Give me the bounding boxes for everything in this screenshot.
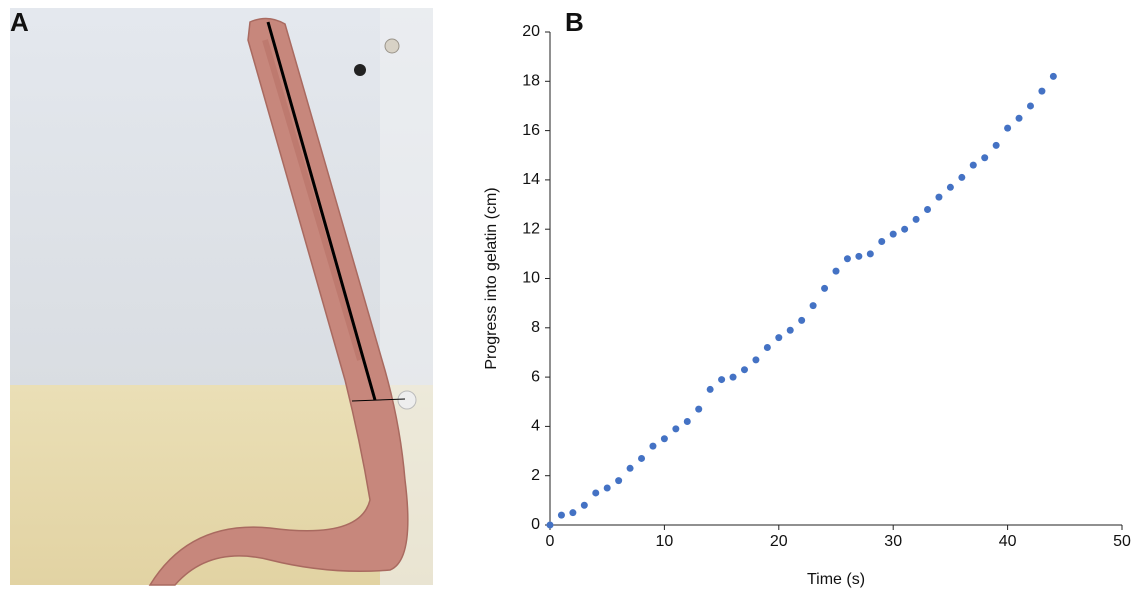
data-point [603,484,611,492]
data-point [706,385,714,393]
data-point [740,366,748,374]
data-point [580,501,588,509]
x-tick-label: 0 [546,533,555,550]
data-point [924,205,932,213]
data-point [786,326,794,334]
data-point [969,161,977,169]
x-tick-label: 10 [656,533,674,550]
data-point [809,302,817,310]
data-point [901,225,909,233]
data-point [729,373,737,381]
y-tick-label: 0 [531,516,540,533]
data-point [935,193,943,201]
data-point [626,464,634,472]
data-point [638,454,646,462]
data-point [992,141,1000,149]
y-tick-label: 6 [531,368,540,385]
y-tick-label: 18 [522,73,540,90]
data-point [1026,102,1034,110]
data-point [557,511,565,519]
data-point [798,316,806,324]
data-point [1004,124,1012,132]
data-point [752,356,760,364]
data-point [660,435,668,443]
data-point [763,344,771,352]
data-point [855,252,863,260]
x-tick-label: 20 [770,533,788,550]
photo [10,8,433,586]
data-point [946,183,954,191]
y-tick-label: 10 [522,270,540,287]
data-point [592,489,600,497]
data-point [843,255,851,263]
y-axis-label: Progress into gelatin (cm) [483,187,500,369]
data-point [878,238,886,246]
y-tick-label: 14 [522,171,540,188]
data-point [958,173,966,181]
data-point [832,267,840,275]
y-tick-label: 2 [531,467,540,484]
data-point [683,417,691,425]
data-point [695,405,703,413]
data-point [649,442,657,450]
data-point [615,477,623,485]
data-point [1049,72,1057,80]
chart: 0 2 4 6 8 10 12 14 16 18 20 0 10 20 30 40 50 Time (s) Prog… [483,7,1131,588]
data-point [821,284,829,292]
y-tick-label: 12 [522,220,540,237]
x-axis-label: Time (s) [807,571,865,588]
data-point [672,425,680,433]
data-point [912,215,920,223]
x-tick-label: 50 [1113,533,1131,550]
y-tick-label: 4 [531,418,540,435]
x-tick-label: 30 [884,533,902,550]
panel-label: A [10,7,29,37]
y-tick-label: 8 [531,319,540,336]
data-point [981,154,989,162]
data-point [569,509,577,517]
panel-label: B [565,7,584,37]
data-point [866,250,874,258]
data-point [546,521,554,529]
data-point [1038,87,1046,95]
data-point [1015,114,1023,122]
x-tick-label: 40 [999,533,1017,550]
data-point [889,230,897,238]
y-tick-label: 20 [522,23,540,40]
data-point [718,376,726,384]
y-tick-label: 16 [522,122,540,139]
data-point [775,334,783,342]
